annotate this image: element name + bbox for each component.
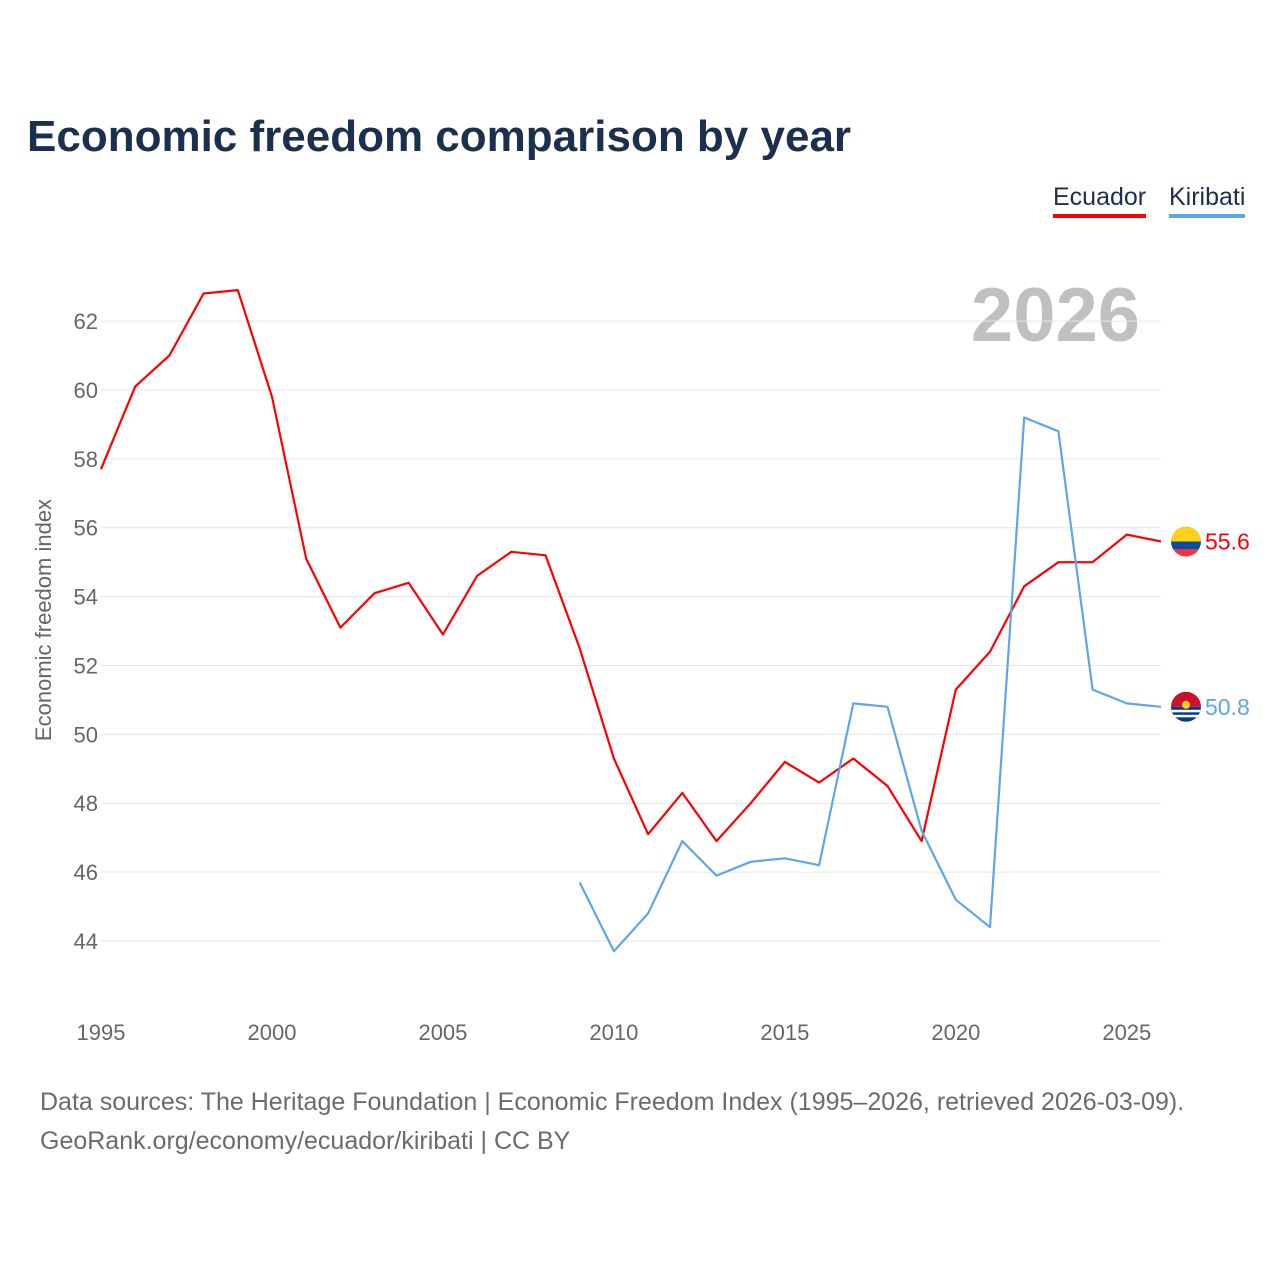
y-tick-label: 54 (74, 585, 98, 610)
flag-kiribati-icon (1171, 691, 1201, 722)
y-tick-label: 56 (74, 516, 98, 541)
source-line-1: Data sources: The Heritage Foundation | … (40, 1088, 1185, 1116)
x-tick-label: 2000 (247, 1020, 296, 1045)
x-tick-label: 2015 (760, 1020, 809, 1045)
flag-ecuador-icon (1171, 526, 1201, 557)
end-label-kiribati: 50.8 (1205, 694, 1250, 720)
y-tick-label: 46 (74, 860, 98, 885)
y-tick-label: 62 (74, 309, 98, 334)
series-line-ecuador (99, 289, 1162, 843)
series-line-kiribati (578, 416, 1162, 953)
legend-ecuador[interactable]: Ecuador (1053, 183, 1147, 218)
chart-title: Economic freedom comparison by year (27, 112, 852, 161)
y-tick-label: 44 (74, 929, 98, 954)
y-tick-label: 58 (74, 447, 98, 472)
y-tick-label: 60 (74, 378, 98, 403)
y-tick-label: 52 (74, 653, 98, 678)
x-tick-label: 2005 (418, 1020, 467, 1045)
year-watermark: 2026 (971, 273, 1140, 358)
y-tick-label: 48 (74, 791, 98, 816)
y-tick-label: 50 (74, 722, 98, 747)
source-line-2[interactable]: GeoRank.org/economy/ecuador/kiribati | C… (40, 1127, 571, 1155)
x-tick-label: 2010 (589, 1020, 638, 1045)
x-tick-label: 2025 (1102, 1020, 1151, 1045)
end-label-ecuador: 55.6 (1205, 528, 1250, 554)
y-axis-label: Economic freedom index (31, 499, 56, 741)
legend-kiribati[interactable]: Kiribati (1169, 183, 1246, 218)
x-tick-label: 1995 (77, 1020, 126, 1045)
x-tick-label: 2020 (931, 1020, 980, 1045)
